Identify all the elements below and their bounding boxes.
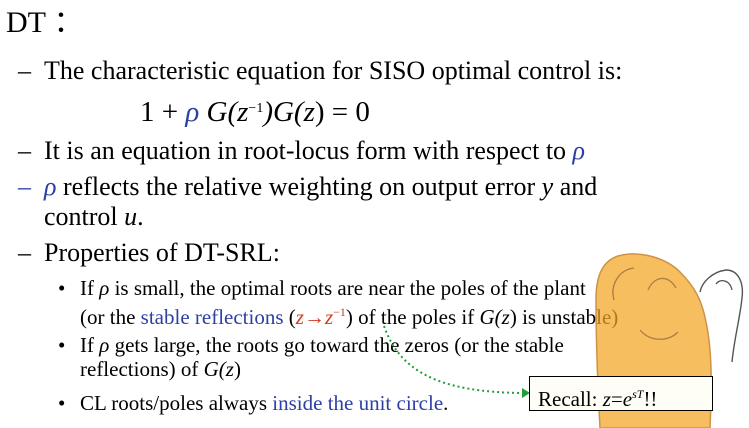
output-y: y [541, 172, 554, 201]
e-symbol: e [622, 387, 633, 411]
g-function: G( [479, 305, 502, 329]
subitem-rho-large-line2: reflections) of G(z) [80, 357, 241, 382]
unit-circle-link: inside the unit circle [272, 391, 444, 415]
text: If [80, 333, 100, 357]
text: CL roots/poles always [80, 391, 273, 415]
rho-symbol: ρ [99, 333, 110, 357]
rho-symbol: ρ [99, 276, 110, 300]
item-root-locus-form: It is an equation in root-locus form wit… [44, 136, 585, 166]
control-text: control [44, 202, 125, 231]
subitem-rho-small: If ρ is small, the optimal roots are nea… [80, 276, 586, 301]
dash-marker: – [18, 136, 31, 165]
eq-rho: ρ [185, 96, 200, 128]
rho-symbol: ρ [44, 172, 57, 201]
text: reflections) of [80, 357, 204, 381]
text: gets large, the roots go toward the zero… [109, 333, 564, 357]
recall-label: Recall: [538, 387, 603, 411]
text: is small, the optimal roots are near the… [109, 276, 586, 300]
eq-one: 1 [140, 96, 155, 128]
eq-tail: ) = 0 [314, 96, 370, 128]
equals: = [610, 387, 623, 411]
item-characteristic-equation: The characteristic equation for SISO opt… [44, 56, 623, 85]
text: (or the [80, 305, 141, 329]
bullet-marker: • [58, 391, 66, 415]
text: ) of the poles if [345, 305, 480, 329]
stable-reflections-link: stable reflections [140, 305, 284, 329]
subitem-rho-large: If ρ gets large, the roots go toward the… [80, 333, 564, 358]
eq-g2: )G( [263, 96, 304, 128]
subitem-unit-circle: CL roots/poles always inside the unit ci… [80, 391, 448, 416]
item-root-locus-text: It is an equation in root-locus form wit… [44, 136, 573, 165]
bullet-marker: • [58, 333, 66, 357]
z-symbol: z [602, 387, 611, 411]
z-symbol: z [324, 305, 334, 329]
bullet-marker: • [58, 276, 66, 300]
g-function: G( [203, 357, 226, 381]
exponent-st: sT [632, 387, 644, 401]
z-symbol: z [501, 305, 510, 329]
eq-g1: G(z [199, 96, 249, 128]
sketch-stroke [699, 269, 744, 363]
dotted-connector [383, 325, 523, 394]
weighting-text: reflects the relative weighting on outpu… [56, 172, 542, 201]
connector-arrowhead [522, 388, 530, 398]
dash-marker: – [18, 56, 31, 85]
z-symbol: z [225, 357, 234, 381]
item-relative-weighting-line2: control u. [44, 202, 144, 232]
text: ( [283, 305, 296, 329]
arrow-icon: → [303, 305, 325, 329]
text: . [443, 391, 449, 415]
sketch-stroke [715, 280, 733, 291]
item-relative-weighting: ρ reflects the relative weighting on out… [44, 172, 597, 202]
dash-marker: – [18, 172, 31, 201]
slide-title: DT ： [6, 6, 84, 39]
eq-inverse-exponent: −1 [248, 101, 264, 116]
period: . [137, 202, 144, 231]
z-symbol: z [295, 305, 304, 329]
characteristic-equation: 1 + ρ G(z−1)G(z) = 0 [140, 92, 370, 129]
item-properties-dt-srl: Properties of DT-SRL: [44, 238, 280, 267]
text: ) [233, 357, 241, 381]
eq-z: z [303, 96, 315, 128]
rho-symbol: ρ [572, 136, 586, 165]
exclamations: !! [643, 387, 658, 411]
eq-plus: + [154, 96, 186, 128]
recall-box: Recall: z=esT!! [529, 376, 713, 411]
text: If [80, 276, 100, 300]
inverse-exponent: −1 [333, 305, 346, 319]
dash-marker: – [18, 238, 31, 267]
weighting-text-and: and [553, 172, 598, 201]
control-u: u [124, 202, 138, 231]
